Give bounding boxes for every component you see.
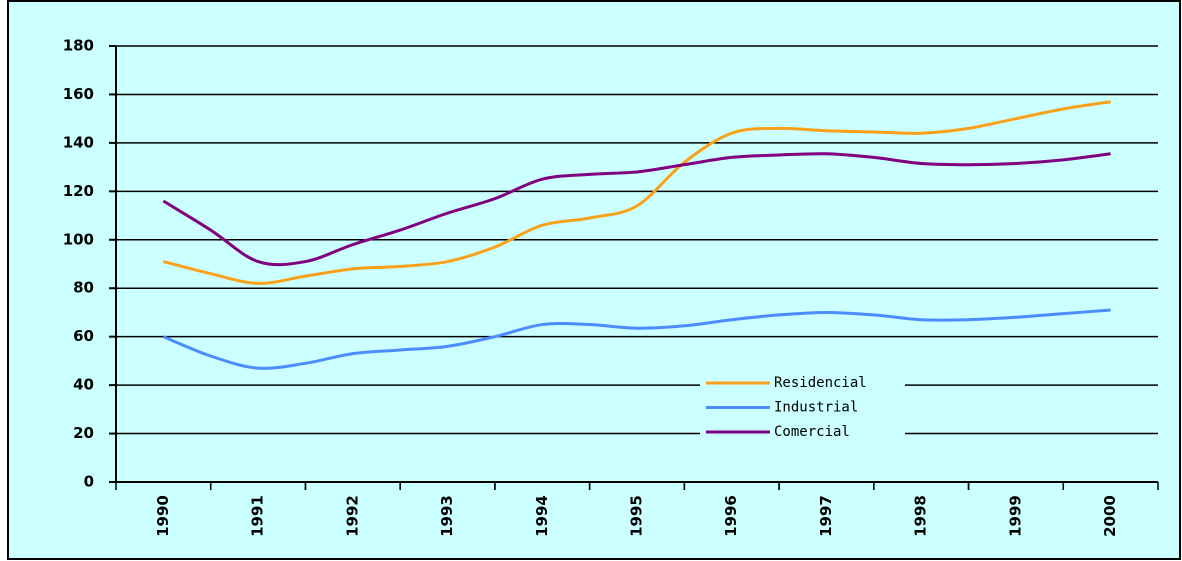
y-tick-label: 20: [73, 424, 94, 442]
legend-label: Industrial: [774, 400, 858, 416]
y-tick-label: 80: [73, 279, 94, 297]
y-tick-label: 180: [63, 37, 94, 55]
y-tick-label: 120: [63, 182, 94, 200]
y-tick-label: 160: [63, 85, 94, 103]
x-tick-label: 1994: [533, 495, 551, 537]
x-tick-label: 1993: [438, 495, 456, 537]
y-tick-label: 60: [73, 327, 94, 345]
series-line: [162, 100, 1111, 285]
series-line: [162, 152, 1111, 267]
x-tick-label: 1997: [817, 495, 835, 537]
x-tick-label: 2000: [1101, 495, 1119, 537]
x-tick-label: 1998: [912, 495, 930, 537]
legend-label: Comercial: [774, 424, 850, 440]
chart-area: [7, 0, 1181, 560]
series-line: [162, 308, 1111, 370]
y-tick-label: 140: [63, 133, 94, 151]
x-tick-label: 1990: [154, 495, 172, 537]
legend-label: Residencial: [774, 375, 867, 391]
x-tick-label: 1992: [343, 495, 361, 537]
x-tick-label: 1999: [1006, 495, 1024, 537]
x-tick-label: 1995: [628, 495, 646, 537]
x-tick-label: 1991: [249, 495, 267, 537]
y-tick-label: 100: [63, 230, 94, 248]
y-tick-label: 0: [84, 473, 94, 491]
x-tick-label: 1996: [722, 495, 740, 537]
y-tick-label: 40: [73, 376, 94, 394]
